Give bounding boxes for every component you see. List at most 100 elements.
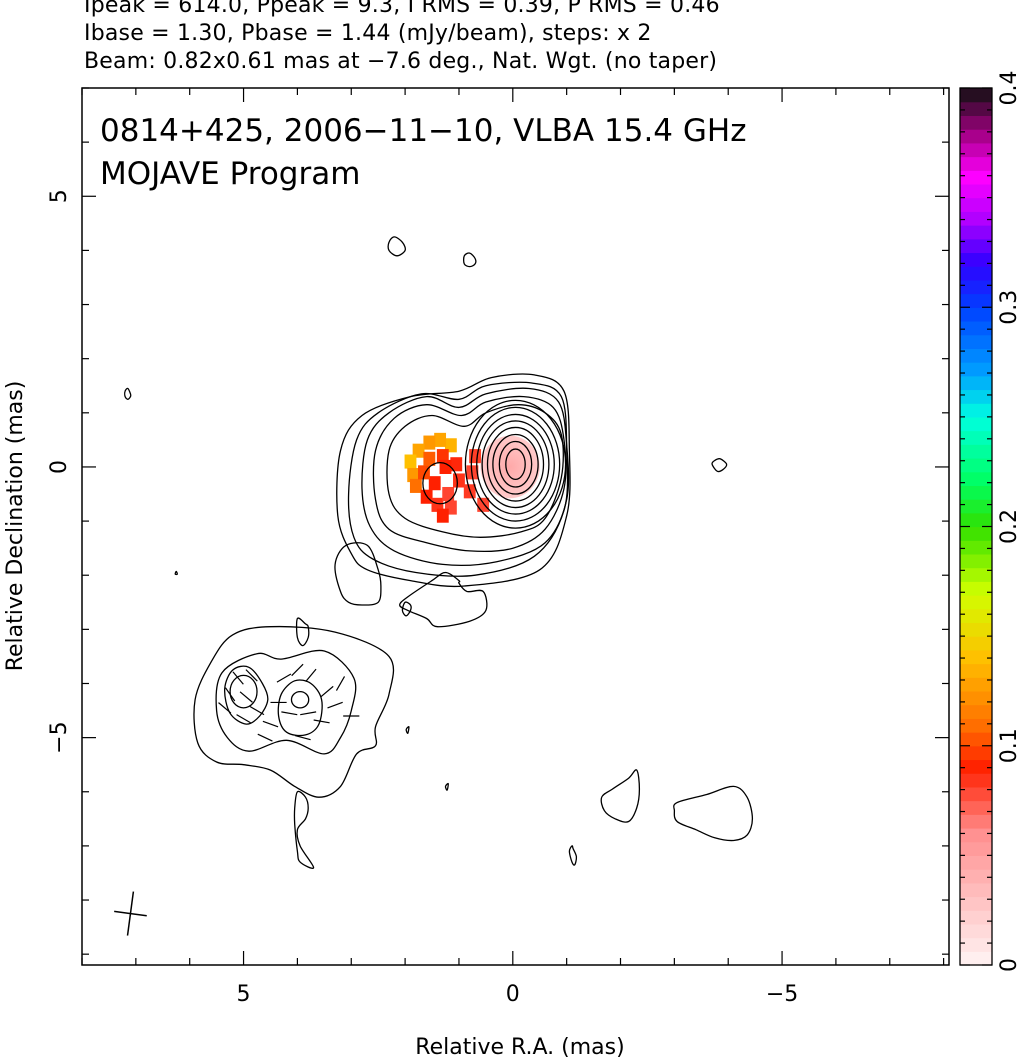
polarization-pixel — [412, 443, 425, 458]
polarization-pixel — [453, 473, 465, 488]
colorbar-band — [960, 129, 992, 144]
colorbar-band — [960, 910, 992, 925]
colorbar-band — [960, 649, 992, 665]
core-contour — [492, 433, 539, 495]
southwest-core-contour — [229, 674, 258, 709]
isolated-contour — [444, 782, 449, 791]
evpa-vector — [239, 691, 253, 703]
isolated-contour — [174, 570, 178, 576]
colorbar-tick-labels: 0 0.1 0.2 0.3 0.4 — [997, 71, 1021, 973]
colorbar-band — [960, 827, 992, 843]
colorbar-band — [960, 800, 992, 815]
evpa-vector — [276, 673, 292, 683]
colorbar-tick-label: 0.4 — [997, 71, 1021, 106]
envelope-contour — [336, 373, 571, 588]
envelope-contour — [361, 387, 570, 566]
colorbar-band — [960, 759, 992, 774]
colorbar-band — [960, 540, 992, 555]
colorbar-band — [960, 252, 992, 267]
isolated-contour — [673, 785, 754, 842]
isolated-contour — [711, 458, 728, 473]
colorbar-band — [960, 896, 992, 911]
polarization-pixel — [404, 454, 417, 469]
evpa-vector — [291, 663, 304, 677]
core-polarization-patch — [480, 435, 540, 499]
colorbar-band — [960, 197, 992, 212]
evpa-vector — [218, 702, 232, 714]
core-contour — [464, 399, 567, 529]
intensity-contours — [124, 236, 754, 869]
colorbar-band — [960, 718, 992, 733]
polarization-pixel — [436, 508, 449, 523]
envelope-contour — [347, 381, 569, 577]
colorbar-band — [960, 115, 992, 130]
evpa-vector — [300, 711, 317, 716]
isolated-contour — [293, 790, 315, 869]
colorbar-band — [960, 471, 992, 486]
axis-tick-labels: 5 0 −5 5 0 −5 — [47, 189, 798, 1007]
colorbar-band — [960, 403, 992, 418]
x-tick-label: 0 — [506, 982, 520, 1007]
colorbar-band — [960, 170, 992, 185]
evpa-vector — [236, 714, 251, 724]
polarization-pixel — [444, 500, 457, 515]
colorbar-band — [960, 636, 992, 651]
x-tick-label: 5 — [237, 982, 251, 1007]
core-contour — [476, 413, 555, 515]
polarization-pixel — [431, 497, 444, 512]
colorbar-band — [960, 690, 992, 706]
colorbar-tick-label: 0.1 — [997, 728, 1021, 763]
isolated-contour — [568, 845, 578, 866]
axis-ticks — [81, 87, 949, 965]
colorbar-band — [960, 814, 992, 829]
southwest-contour — [215, 649, 357, 755]
colorbar-band — [960, 457, 992, 473]
evpa-vectors — [218, 663, 360, 742]
y-axis-label: Relative Declination (mas) — [3, 381, 28, 672]
core-contour — [470, 406, 561, 522]
polarization-pixel — [436, 449, 449, 464]
polarization-pixel — [442, 486, 455, 502]
polarization-pixel — [444, 438, 457, 453]
isolated-contour — [405, 726, 410, 734]
colorbar-band — [960, 389, 992, 404]
polarization-pixel — [450, 457, 463, 472]
polarization-pixel — [434, 432, 447, 447]
stats-line-intensity: Ipeak = 614.0, Ppeak = 9.3, I RMS = 0.39… — [84, 0, 720, 18]
colorbar-ticks — [960, 87, 992, 966]
map-title: 0814+425, 2006−11−10, VLBA 15.4 GHz — [100, 113, 746, 149]
colorbar-band — [960, 211, 992, 226]
colorbar-band — [960, 786, 992, 802]
colorbar-band — [960, 88, 992, 103]
x-tick-label: −5 — [766, 982, 798, 1007]
core-contour — [505, 448, 526, 481]
colorbar-band — [960, 923, 992, 939]
colorbar-band — [960, 663, 992, 678]
colorbar-band — [960, 334, 992, 349]
evpa-vector — [262, 720, 279, 728]
map-frame — [81, 87, 950, 966]
isolated-contour — [462, 252, 477, 268]
colorbar-band — [960, 348, 992, 363]
knot-contour — [422, 461, 458, 505]
colorbar-band — [960, 841, 992, 856]
colorbar-band — [960, 512, 992, 528]
polarization-pixel — [409, 478, 422, 493]
colorbar-band — [960, 937, 992, 952]
polarization-pixel — [477, 497, 490, 512]
colorbar-band — [960, 375, 992, 391]
y-tick-label: 0 — [47, 460, 72, 474]
evpa-vector — [245, 669, 258, 682]
colorbar-band — [960, 362, 992, 377]
isolated-contour — [401, 601, 412, 617]
evpa-vector — [335, 676, 346, 691]
colorbar-band — [960, 745, 992, 761]
core-contour — [498, 440, 533, 488]
evpa-vector — [327, 701, 343, 709]
envelope-contour — [386, 404, 564, 538]
colorbar-band — [960, 142, 992, 158]
stats-line-base: Ibase = 1.30, Pbase = 1.44 (mJy/beam), s… — [84, 21, 652, 46]
colorbar-band — [960, 526, 992, 541]
colorbar-band — [960, 499, 992, 514]
evpa-vector — [294, 734, 311, 741]
